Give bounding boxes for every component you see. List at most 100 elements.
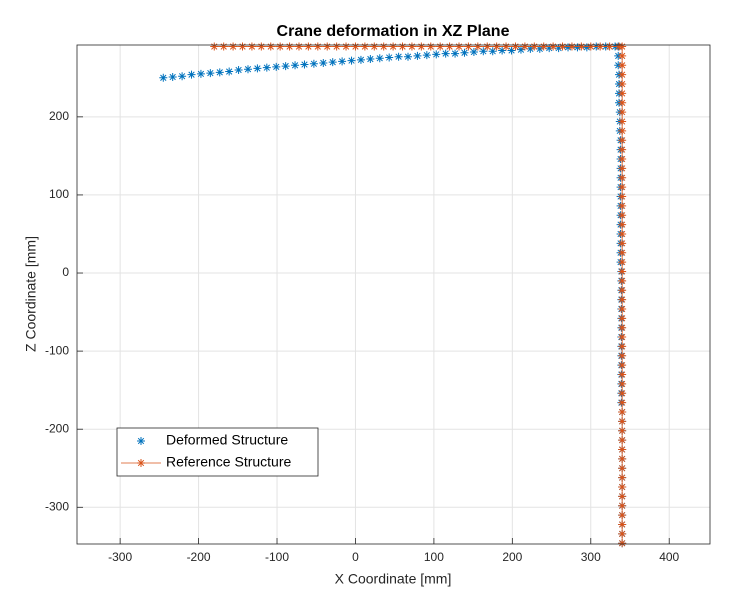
point (304, 42, 313, 51)
point (488, 47, 497, 56)
point (618, 117, 627, 126)
point (618, 42, 627, 51)
y-tick-label: 200 (49, 109, 69, 123)
point (426, 42, 435, 51)
point (436, 42, 445, 51)
y-tick-label: 0 (62, 265, 69, 279)
point (375, 54, 384, 63)
point (276, 42, 285, 51)
point (618, 351, 627, 360)
point (618, 126, 627, 135)
point (432, 50, 441, 59)
point (309, 59, 318, 68)
point (413, 51, 422, 60)
legend-marker (137, 437, 145, 445)
chart-title: Crane deformation in XZ Plane (277, 23, 510, 40)
point (370, 42, 379, 51)
point (618, 98, 627, 107)
x-tick-label: 300 (581, 550, 601, 564)
point (618, 389, 627, 398)
point (586, 42, 595, 51)
point (243, 65, 252, 74)
point (618, 361, 627, 370)
point (360, 42, 369, 51)
point (417, 42, 426, 51)
point (404, 52, 413, 61)
legend: Deformed Structure Reference Structure (116, 427, 319, 477)
point (422, 51, 431, 60)
point (618, 314, 627, 323)
point (253, 64, 262, 73)
point (618, 501, 627, 510)
point (347, 56, 356, 65)
point (618, 155, 627, 164)
point (618, 89, 627, 98)
point (618, 511, 627, 520)
point (567, 42, 576, 51)
point (291, 61, 300, 70)
point (618, 80, 627, 89)
point (394, 52, 403, 61)
point (618, 323, 627, 332)
point (159, 73, 168, 82)
grid (77, 45, 710, 544)
point (558, 42, 567, 51)
point (210, 42, 219, 51)
point (596, 42, 605, 51)
point (618, 454, 627, 463)
point (618, 539, 627, 548)
point (196, 69, 205, 78)
point (332, 42, 341, 51)
point (313, 42, 322, 51)
point (618, 220, 627, 229)
point (564, 43, 573, 52)
point (516, 45, 525, 54)
x-tick-label: -200 (187, 550, 211, 564)
point (356, 55, 365, 64)
legend-box (116, 427, 319, 477)
point (618, 136, 627, 145)
x-axis-label: X Coordinate [mm] (335, 571, 452, 587)
point (319, 58, 328, 67)
point (234, 65, 243, 74)
y-tick-label: 100 (49, 187, 69, 201)
point (520, 42, 529, 51)
point (407, 42, 416, 51)
axes-box (76, 44, 711, 545)
point (618, 192, 627, 201)
point (535, 44, 544, 53)
legend-marker (137, 459, 145, 467)
point (605, 42, 614, 51)
point (206, 69, 215, 78)
point (366, 55, 375, 64)
point (451, 49, 460, 58)
point (178, 72, 187, 81)
point (511, 42, 520, 51)
point (618, 295, 627, 304)
point (272, 62, 281, 71)
point (618, 173, 627, 182)
point (441, 49, 450, 58)
point (215, 68, 224, 77)
point (530, 42, 539, 51)
x-tick-label: 200 (502, 550, 522, 564)
point (618, 370, 627, 379)
point (473, 42, 482, 51)
point (618, 304, 627, 313)
point (618, 398, 627, 407)
point (328, 58, 337, 67)
point (483, 42, 492, 51)
point (464, 42, 473, 51)
point (469, 48, 478, 57)
point (507, 46, 516, 55)
point (577, 42, 586, 51)
x-tick-label: -100 (265, 550, 289, 564)
point (281, 62, 290, 71)
y-axis-label: Z Coordinate [mm] (23, 236, 39, 352)
point (618, 164, 627, 173)
point (460, 48, 469, 57)
point (498, 46, 507, 55)
point (398, 42, 407, 51)
point (582, 43, 591, 52)
point (454, 42, 463, 51)
